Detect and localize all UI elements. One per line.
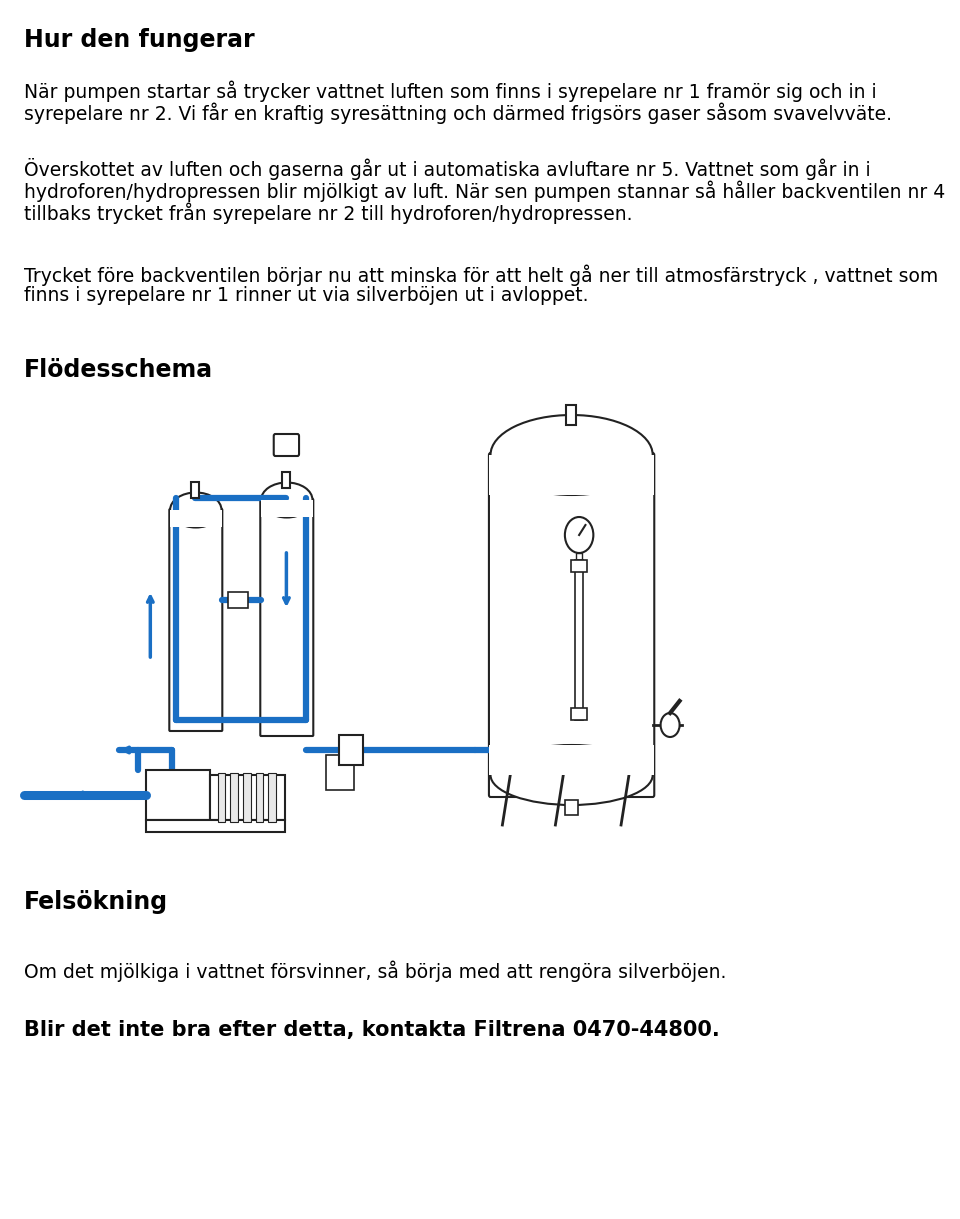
Bar bbox=[326, 755, 353, 790]
Text: hydroforen/hydropressen blir mjölkigt av luft. När sen pumpen stannar så håller : hydroforen/hydropressen blir mjölkigt av… bbox=[24, 180, 945, 201]
Text: finns i syrepelare nr 1 rinner ut via silverböjen ut i avloppet.: finns i syrepelare nr 1 rinner ut via si… bbox=[24, 286, 588, 305]
Bar bbox=[489, 745, 655, 775]
Bar bbox=[576, 553, 583, 573]
Text: Blir det inte bra efter detta, kontakta Filtrena 0470-44800.: Blir det inte bra efter detta, kontakta … bbox=[24, 1020, 719, 1040]
Bar bbox=[209, 775, 285, 820]
Bar bbox=[268, 773, 276, 822]
Ellipse shape bbox=[261, 483, 313, 518]
FancyBboxPatch shape bbox=[489, 453, 655, 797]
Bar bbox=[191, 482, 200, 499]
Text: Hur den fungerar: Hur den fungerar bbox=[24, 28, 254, 52]
Ellipse shape bbox=[170, 492, 222, 528]
FancyBboxPatch shape bbox=[274, 434, 300, 456]
FancyBboxPatch shape bbox=[260, 499, 313, 736]
Bar bbox=[228, 592, 249, 608]
Circle shape bbox=[660, 713, 680, 737]
Bar bbox=[146, 770, 209, 820]
Ellipse shape bbox=[491, 745, 653, 805]
Text: När pumpen startar så trycker vattnet luften som finns i syrepelare nr 1 framör : När pumpen startar så trycker vattnet lu… bbox=[24, 80, 876, 101]
Bar bbox=[564, 800, 578, 816]
Text: syrepelare nr 2. Vi får en kraftig syresättning och därmed frigsörs gaser såsom : syrepelare nr 2. Vi får en kraftig syres… bbox=[24, 102, 892, 123]
Text: Flödesschema: Flödesschema bbox=[24, 358, 213, 382]
Bar bbox=[255, 773, 263, 822]
Bar bbox=[170, 510, 222, 527]
Ellipse shape bbox=[491, 414, 653, 495]
Text: tillbaks trycket från syrepelare nr 2 till hydroforen/hydropressen.: tillbaks trycket från syrepelare nr 2 ti… bbox=[24, 202, 633, 223]
Text: Trycket före backventilen börjar nu att minska för att helt gå ner till atmosfär: Trycket före backventilen börjar nu att … bbox=[24, 265, 938, 285]
Text: Överskottet av luften och gaserna går ut i automatiska avluftare nr 5. Vattnet s: Överskottet av luften och gaserna går ut… bbox=[24, 158, 871, 180]
Bar bbox=[230, 773, 238, 822]
Bar bbox=[489, 455, 655, 495]
Bar bbox=[340, 735, 363, 766]
Bar bbox=[243, 773, 251, 822]
Bar bbox=[146, 820, 285, 833]
Bar bbox=[218, 773, 226, 822]
Bar bbox=[571, 560, 587, 572]
Bar bbox=[282, 472, 290, 488]
Bar bbox=[575, 560, 583, 720]
Text: Felsökning: Felsökning bbox=[24, 890, 168, 914]
Text: Om det mjölkiga i vattnet försvinner, så börja med att rengöra silverböjen.: Om det mjölkiga i vattnet försvinner, så… bbox=[24, 961, 726, 981]
Bar bbox=[566, 405, 576, 425]
Bar bbox=[571, 708, 587, 720]
Bar bbox=[261, 500, 313, 517]
Circle shape bbox=[564, 517, 593, 553]
FancyBboxPatch shape bbox=[169, 510, 223, 731]
